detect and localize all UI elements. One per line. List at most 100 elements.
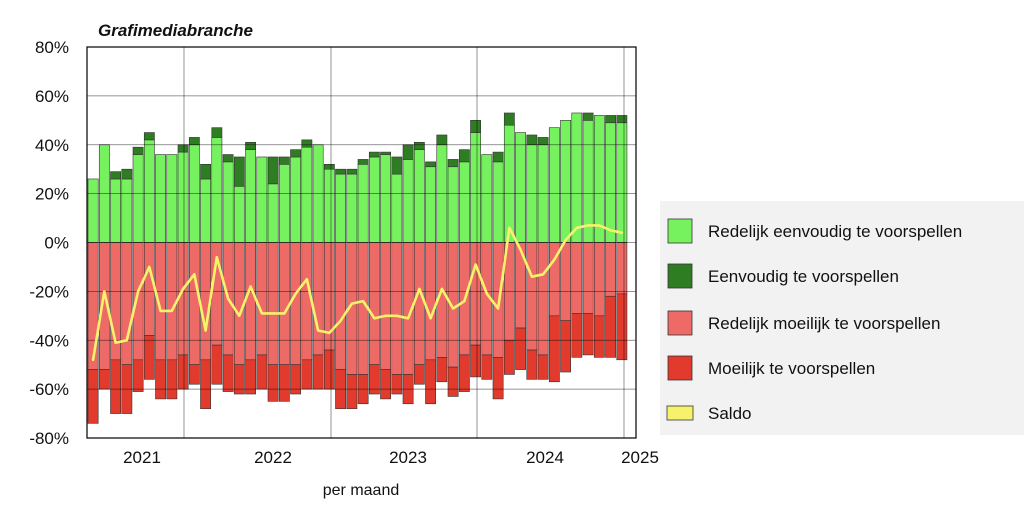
- bar-eenvoudig: [368, 151, 380, 158]
- bar-moeilijk: [413, 364, 425, 385]
- x-tick-label: 2024: [526, 448, 564, 467]
- bar-moeilijk: [447, 366, 459, 397]
- plot-frame: [86, 46, 637, 439]
- bar-eenvoudig: [447, 159, 459, 168]
- bar-moeilijk: [177, 354, 189, 390]
- bar-eenvoudig: [346, 168, 358, 175]
- bar-moeilijk: [301, 359, 313, 390]
- legend-swatch: [667, 355, 693, 381]
- bars-layer: [87, 112, 628, 424]
- bar-redelijk-eenvoudig: [301, 146, 313, 243]
- bar-redelijk-eenvoudig: [368, 156, 380, 243]
- bar-eenvoudig: [492, 151, 504, 163]
- bar-redelijk-eenvoudig: [616, 122, 628, 243]
- bar-eenvoudig: [177, 144, 189, 153]
- bar-redelijk-moeilijk: [87, 242, 99, 370]
- bar-redelijk-eenvoudig: [346, 173, 358, 243]
- x-axis-ticks: 2021 2022 2023 2024 2025: [123, 448, 659, 467]
- bar-redelijk-eenvoudig: [503, 124, 515, 243]
- x-tick-label: 2023: [389, 448, 427, 467]
- bar-moeilijk: [470, 344, 481, 378]
- y-tick-label: -20%: [29, 282, 69, 301]
- bar-redelijk-eenvoudig: [222, 161, 234, 243]
- bar-eenvoudig: [402, 144, 414, 160]
- bar-eenvoudig: [188, 137, 200, 146]
- bar-redelijk-eenvoudig: [380, 154, 391, 243]
- bar-redelijk-eenvoudig: [267, 183, 279, 243]
- bar-redelijk-eenvoudig: [323, 168, 335, 243]
- legend-swatch: [666, 405, 694, 421]
- bar-eenvoudig: [233, 156, 245, 187]
- bar-redelijk-eenvoudig: [413, 149, 425, 243]
- bar-moeilijk: [278, 364, 290, 402]
- bar-moeilijk: [503, 339, 515, 375]
- legend-label: Moeilijk te voorspellen: [708, 359, 875, 378]
- bar-moeilijk: [233, 364, 245, 395]
- legend-label: Saldo: [708, 404, 751, 423]
- bar-redelijk-moeilijk: [425, 242, 436, 361]
- bar-eenvoudig: [380, 151, 391, 155]
- bar-redelijk-eenvoudig: [155, 154, 166, 243]
- bar-redelijk-eenvoudig: [492, 161, 504, 243]
- bar-moeilijk: [593, 315, 605, 358]
- bar-moeilijk: [458, 354, 470, 392]
- bar-moeilijk: [436, 357, 448, 383]
- bar-moeilijk: [391, 374, 403, 395]
- bar-redelijk-moeilijk: [290, 242, 301, 365]
- bar-eenvoudig: [470, 120, 481, 133]
- bar-redelijk-eenvoudig: [571, 112, 583, 243]
- bar-moeilijk: [368, 364, 380, 395]
- bar-moeilijk: [98, 369, 110, 390]
- bar-moeilijk: [110, 359, 121, 414]
- bar-moeilijk: [290, 364, 301, 395]
- bar-moeilijk: [267, 364, 279, 402]
- bar-eenvoudig: [222, 154, 234, 163]
- bar-moeilijk: [323, 349, 335, 390]
- y-axis-ticks: 80% 60% 40% 20% 0% -20% -40% -60% -80%: [29, 38, 69, 448]
- bar-moeilijk: [312, 354, 324, 390]
- bar-redelijk-eenvoudig: [177, 151, 189, 243]
- bar-redelijk-moeilijk: [368, 242, 380, 365]
- bar-eenvoudig: [605, 115, 616, 124]
- bar-redelijk-eenvoudig: [211, 137, 223, 243]
- saldo-line: [91, 224, 624, 362]
- bar-eenvoudig: [616, 115, 628, 124]
- bar-moeilijk: [188, 364, 200, 385]
- bar-redelijk-moeilijk: [312, 242, 324, 356]
- bar-moeilijk: [515, 327, 526, 370]
- bar-eenvoudig: [267, 156, 279, 185]
- bar-redelijk-moeilijk: [278, 242, 290, 365]
- bar-redelijk-eenvoudig: [458, 161, 470, 243]
- legend-label: Redelijk moeilijk te voorspellen: [708, 314, 940, 333]
- bar-redelijk-moeilijk: [177, 242, 189, 356]
- bar-moeilijk: [256, 354, 268, 390]
- bar-eenvoudig: [211, 127, 223, 138]
- bar-moeilijk: [211, 344, 223, 385]
- bar-moeilijk: [143, 335, 155, 380]
- bar-moeilijk: [200, 359, 211, 409]
- bar-redelijk-moeilijk: [582, 242, 594, 314]
- bar-moeilijk: [222, 354, 234, 392]
- bar-moeilijk: [166, 359, 178, 400]
- bar-redelijk-moeilijk: [391, 242, 403, 375]
- bar-eenvoudig: [290, 149, 301, 158]
- bar-redelijk-moeilijk: [560, 242, 571, 321]
- bar-eenvoudig: [413, 142, 425, 150]
- bar-eenvoudig: [110, 171, 121, 180]
- bar-moeilijk: [245, 359, 256, 395]
- bar-eenvoudig: [425, 161, 436, 168]
- bar-redelijk-eenvoudig: [515, 132, 526, 243]
- bar-moeilijk: [481, 354, 493, 380]
- saldo-line-layer: [91, 224, 624, 362]
- plot-border: [86, 46, 637, 439]
- bar-eenvoudig: [278, 156, 290, 165]
- legend: Redelijk eenvoudig te voorspellen Eenvoud…: [660, 201, 1024, 435]
- bar-redelijk-eenvoudig: [391, 173, 403, 243]
- y-tick-label: 0%: [44, 234, 69, 253]
- bar-redelijk-eenvoudig: [402, 159, 414, 243]
- bar-eenvoudig: [458, 149, 470, 163]
- bar-eenvoudig: [245, 142, 256, 150]
- bar-redelijk-eenvoudig: [593, 115, 605, 243]
- y-tick-label: 20%: [35, 185, 69, 204]
- bar-moeilijk: [616, 293, 628, 361]
